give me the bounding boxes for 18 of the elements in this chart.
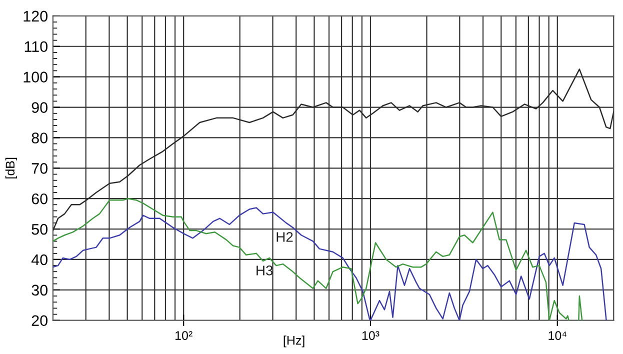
y-tick-label: 110 [24,41,48,52]
y-tick-label: 120 [24,10,48,22]
y-axis-title: [dB] [5,158,18,178]
x-tick-label: 10² [176,331,192,340]
y-tick-label: 60 [32,193,48,204]
y-tick-label: 100 [24,72,48,83]
x-tick-label: 10⁴ [548,331,566,340]
x-axis-title: [Hz] [284,336,304,348]
y-tick-label: 90 [32,102,48,113]
x-tick-label: 10³ [362,331,380,340]
y-tick-label: 80 [32,132,48,144]
series-label: H2 [276,232,293,242]
y-tick-label: 70 [32,163,48,174]
series-label: H3 [256,266,273,276]
y-tick-label: 40 [31,254,48,266]
y-tick-label: 20 [32,315,48,326]
y-tick-label: 30 [32,284,48,296]
y-tick-label: 50 [32,224,48,235]
